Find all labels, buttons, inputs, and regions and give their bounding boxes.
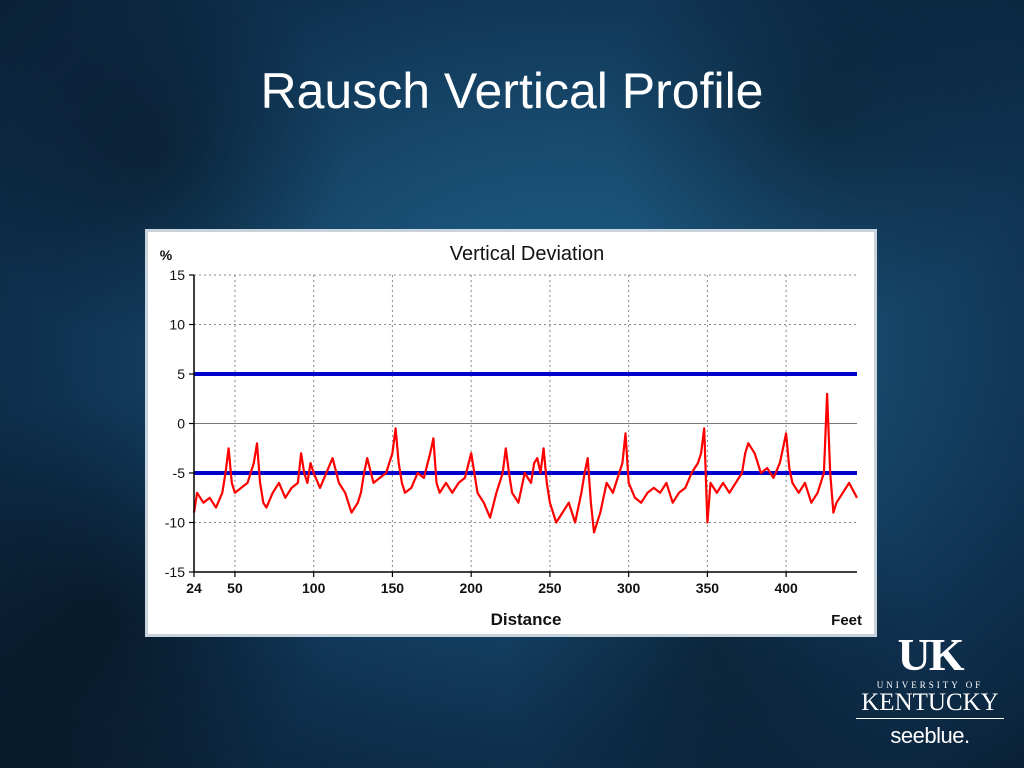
y-axis-unit-label: % <box>160 247 173 263</box>
logo-tagline: seeblue. <box>890 723 970 748</box>
x-tick-label: 250 <box>538 580 562 596</box>
y-tick-label: -15 <box>165 564 185 580</box>
y-tick-label: 5 <box>177 366 185 382</box>
x-tick-label: 400 <box>774 580 798 596</box>
x-tick-label: 50 <box>227 580 243 596</box>
chart-panel: Vertical Deviation % Distance Feet 15 10 5… <box>145 229 877 637</box>
y-tick-label: 10 <box>169 317 185 333</box>
x-axis-unit-label: Feet <box>831 612 862 629</box>
logo-uk-mark: UK <box>897 629 965 680</box>
y-tick-label: 15 <box>169 267 185 283</box>
logo-kentucky: KENTUCKY <box>856 690 1004 719</box>
y-tick-label: -10 <box>165 515 185 531</box>
logo-university-of: UNIVERSITY OF <box>876 680 984 690</box>
y-tick-label: -5 <box>173 465 186 481</box>
profile-series-line <box>192 392 858 534</box>
slide-title: Rausch Vertical Profile <box>260 63 764 119</box>
x-tick-label: 100 <box>302 580 326 596</box>
x-axis-label: Distance <box>491 610 562 629</box>
x-tick-label: 300 <box>617 580 641 596</box>
y-tick-label: 0 <box>177 416 185 432</box>
vertical-deviation-chart: Vertical Deviation % Distance Feet 15 10 5… <box>160 243 862 629</box>
x-tick-label: 24 <box>186 580 202 596</box>
chart-title: Vertical Deviation <box>450 243 605 265</box>
x-tick-label: 150 <box>381 580 405 596</box>
x-tick-label: 350 <box>696 580 720 596</box>
x-tick-label: 200 <box>459 580 483 596</box>
uk-logo: UK UNIVERSITY OF KENTUCKY seeblue. <box>852 632 1008 756</box>
